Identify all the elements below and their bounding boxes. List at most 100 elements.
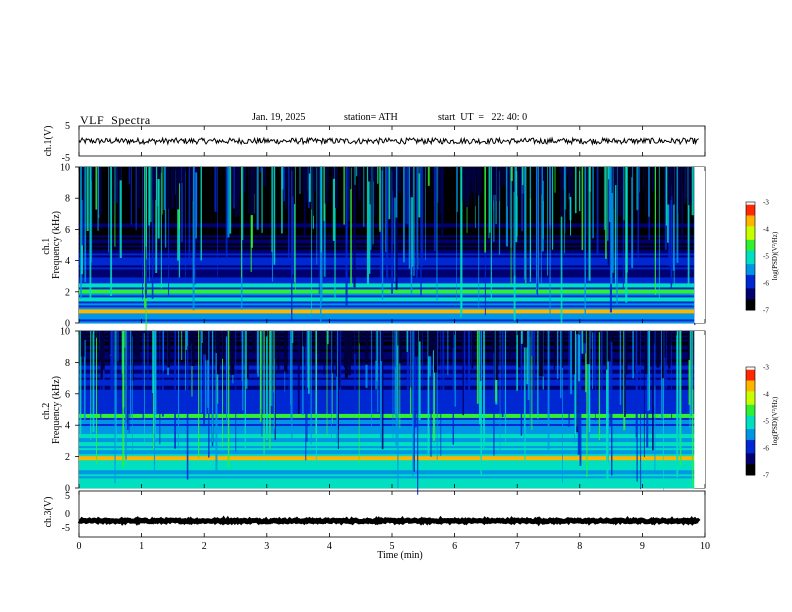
- colorbar-tick: -5: [763, 418, 769, 426]
- spectrogram-streak: [509, 167, 511, 229]
- colorbar-step: [746, 218, 755, 222]
- spectrogram-streak: [456, 167, 458, 212]
- ch1-ytick-top: 5: [65, 121, 70, 132]
- spectrogram-streak: [523, 331, 525, 439]
- spectrogram-void: [98, 167, 102, 215]
- spectrogram-streak: [132, 331, 133, 455]
- spectrogram-row: [79, 391, 695, 394]
- spectrogram-row: [79, 359, 695, 362]
- x-tick-label: 10: [700, 541, 710, 552]
- spectrogram-void: [592, 331, 595, 333]
- spec2-ytick: 4: [65, 421, 70, 432]
- spectrogram-void: [661, 331, 664, 379]
- spectrogram-void: [642, 167, 644, 190]
- spectrogram-void: [222, 331, 225, 359]
- spectrogram-row: [79, 349, 695, 352]
- spectrogram-streak: [417, 331, 419, 495]
- spectrogram-streak: [480, 331, 482, 475]
- spectrogram-streak: [412, 331, 414, 478]
- spectrogram-void: [507, 167, 510, 207]
- spectrogram-streak: [560, 167, 563, 324]
- ch2-ylabel-frequency: Frequency (kHz): [51, 376, 62, 444]
- spectrogram-streak: [392, 167, 394, 244]
- spectrogram-streak: [605, 167, 607, 259]
- spectrogram-streak: [81, 167, 84, 246]
- spectrogram-streak: [320, 167, 322, 322]
- spectrogram-streak: [406, 331, 409, 402]
- colorbar-step: [746, 442, 755, 446]
- ch1-waveform-trace: [78, 136, 699, 146]
- spectrogram-streak: [215, 331, 218, 471]
- colorbar-step: [746, 377, 755, 381]
- spectrogram-streak: [671, 331, 673, 419]
- spectrogram-streak: [456, 167, 457, 300]
- spec1-ytick: 0: [65, 319, 70, 330]
- spectrogram-streak: [577, 331, 580, 455]
- spectrogram-streak: [606, 331, 609, 488]
- spectrogram-streak: [607, 167, 610, 265]
- colorbar-step: [746, 410, 755, 414]
- spectrogram-streak: [636, 167, 639, 211]
- spectrogram-row: [79, 407, 695, 410]
- spectrogram-streak: [174, 331, 177, 449]
- spectrogram-void: [656, 331, 660, 368]
- spectrogram-void: [672, 167, 675, 205]
- spectrogram-streak: [413, 167, 415, 277]
- colorbar-step: [746, 426, 755, 430]
- spectrogram-streak: [399, 331, 401, 429]
- colorbar-step: [746, 396, 755, 400]
- spectrogram-void: [344, 331, 348, 380]
- spec1-ytick: 6: [65, 225, 70, 236]
- spectrogram-void: [518, 331, 521, 368]
- spectrogram-void: [195, 167, 199, 173]
- spectrogram-streak: [478, 167, 480, 309]
- spectrogram-streak: [598, 331, 601, 441]
- spectrogram-streak: [155, 167, 158, 273]
- spectrogram-streak: [84, 167, 87, 283]
- spectrogram-row: [79, 285, 695, 288]
- spectrogram-void: [152, 167, 156, 200]
- spectrogram-row: [79, 397, 695, 400]
- colorbar-step: [746, 269, 755, 273]
- spectrogram-void: [91, 167, 94, 181]
- spectrogram-void: [539, 331, 543, 376]
- spectrogram-row: [79, 435, 695, 439]
- spec2-ytick: 2: [65, 452, 70, 463]
- spectrogram-streak: [391, 167, 393, 294]
- spectrogram-void: [398, 167, 401, 194]
- spectrogram-streak: [124, 331, 126, 348]
- colorbar-step: [746, 223, 755, 227]
- spectrogram-void: [499, 167, 502, 187]
- spectrogram-streak: [148, 167, 150, 226]
- spectrogram-streak: [460, 167, 463, 314]
- spectrogram-streak: [392, 331, 394, 439]
- spectrogram-row: [79, 365, 695, 368]
- spectrogram-streak: [260, 167, 262, 172]
- spectrogram-streak: [681, 167, 684, 244]
- spectrogram-void: [190, 167, 193, 201]
- spectrogram-row: [79, 381, 695, 384]
- spectrogram-void: [202, 331, 206, 355]
- spectrogram-void: [346, 331, 350, 335]
- spectrogram-void: [633, 331, 635, 372]
- ch2-ylabel-channel: ch.2: [41, 403, 52, 420]
- spectrogram-row: [79, 321, 695, 324]
- spectrogram-streak: [422, 331, 423, 388]
- spectrogram-streak: [386, 167, 389, 278]
- spectrogram-streak: [311, 167, 313, 314]
- spectrogram-streak: [306, 331, 308, 442]
- spectrogram-streak: [421, 167, 424, 267]
- colorbar-step: [746, 472, 755, 476]
- spectrogram-streak: [90, 331, 92, 440]
- spectrogram-streak: [685, 167, 687, 199]
- spectrogram-streak: [111, 331, 114, 391]
- ch1-colorbar: -3 -4 -5 -6 -7 log(PSD)(V²/Hz): [745, 199, 779, 315]
- colorbar-step: [746, 375, 755, 379]
- spectrogram-streak: [603, 167, 606, 230]
- spectrogram-void: [175, 167, 180, 210]
- spectrogram-streak: [540, 167, 542, 284]
- spectrogram-streak: [596, 167, 599, 255]
- spectrogram-void: [462, 167, 466, 202]
- spectrogram-gap: [694, 331, 705, 488]
